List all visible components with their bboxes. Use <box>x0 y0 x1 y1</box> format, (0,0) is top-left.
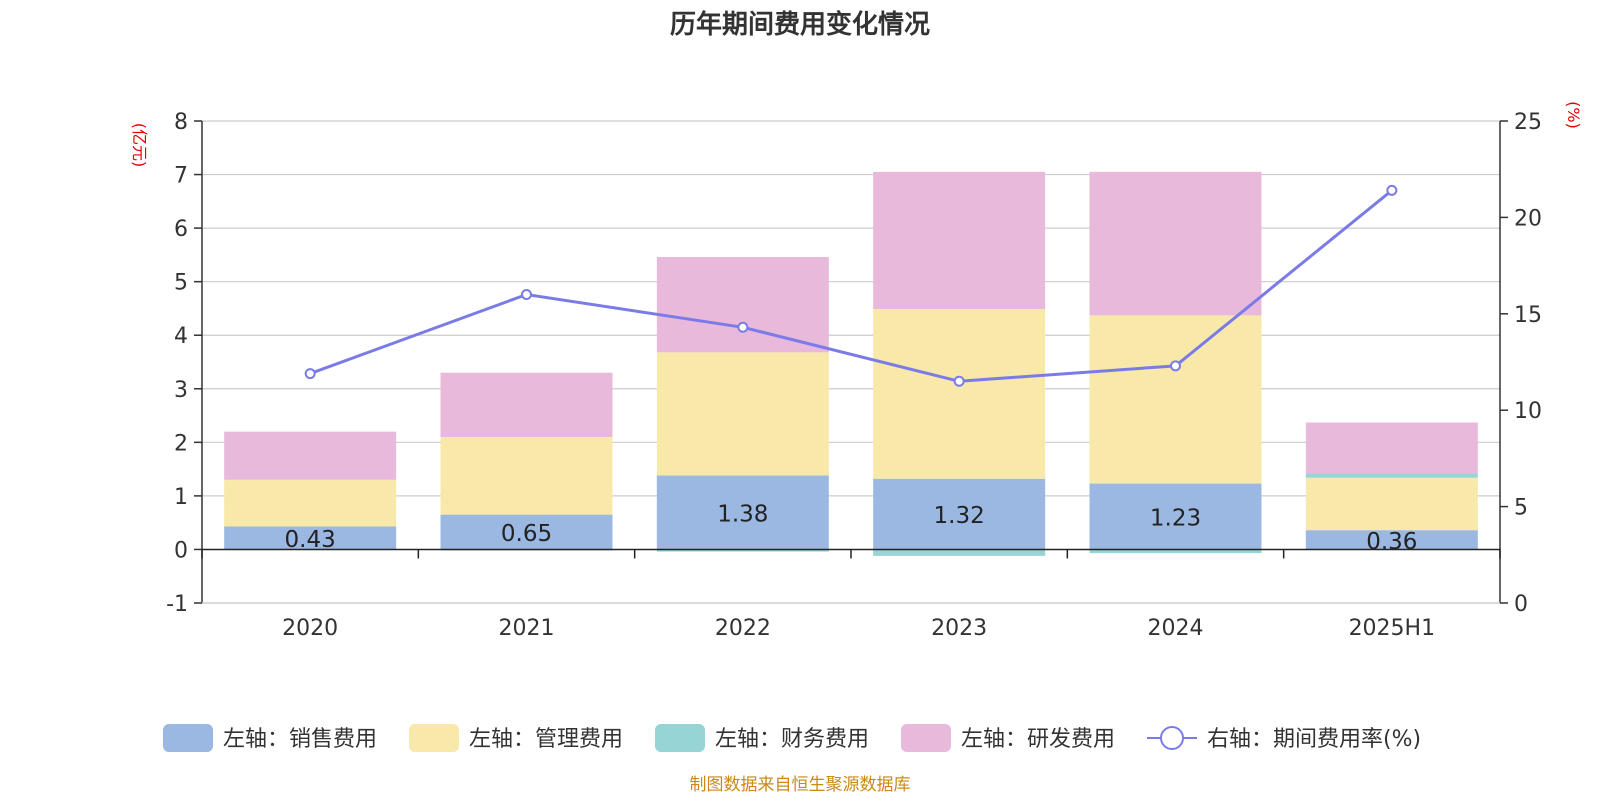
rate-line-path <box>309 189 1393 383</box>
legend-swatch <box>163 724 213 752</box>
left-tick-label: -1 <box>166 592 188 617</box>
bar-segment <box>1089 483 1262 550</box>
bar-segment <box>656 475 829 550</box>
bar-segment <box>1089 171 1262 316</box>
left-tick-label: 4 <box>174 324 188 349</box>
bar-segment <box>1305 473 1478 478</box>
left-tick-label: 3 <box>174 378 188 403</box>
bar-segment <box>656 549 829 552</box>
left-tick-label: 0 <box>174 538 188 563</box>
rate-line <box>304 184 1398 387</box>
rate-point <box>1386 184 1398 196</box>
left-tick-label: 6 <box>174 217 188 242</box>
legend: 左轴：销售费用 左轴：管理费用 左轴：财务费用 左轴：研发费用 右轴：期间费用率(%) <box>163 724 1421 752</box>
bar-segment <box>224 431 397 480</box>
bar-segment <box>873 549 1046 556</box>
x-tick-label: 2020 <box>282 616 338 641</box>
right-axis-unit: (%) <box>1564 101 1583 129</box>
data-labels: 0.43 0.65 1.38 1.32 1.23 0.36 <box>285 501 1418 554</box>
legend-line-marker <box>1160 726 1184 750</box>
bar-data-label: 1.38 <box>717 501 768 527</box>
legend-label: 左轴：管理费用 <box>469 727 623 752</box>
bar-segment <box>873 478 1046 550</box>
bar-segment <box>656 352 829 476</box>
bar-data-label: 0.65 <box>501 521 552 547</box>
left-tick-label: 1 <box>174 485 188 510</box>
bar-segment <box>873 308 1046 479</box>
bar-segment <box>1089 549 1262 554</box>
x-tick-label: 2024 <box>1148 616 1204 641</box>
bar-segment <box>1089 315 1262 484</box>
rate-point <box>1170 360 1181 372</box>
legend-label: 左轴：销售费用 <box>223 727 377 752</box>
rate-point <box>737 321 749 333</box>
rate-point <box>521 289 532 301</box>
bar-segment <box>440 372 613 437</box>
bar-data-label: 1.32 <box>934 503 985 529</box>
legend-label: 左轴：研发费用 <box>961 727 1115 752</box>
left-tick-label: 7 <box>174 164 188 189</box>
source-note: 制图数据来自恒生聚源数据库 <box>690 775 911 795</box>
bar-segment <box>440 436 613 515</box>
right-tick-label: 10 <box>1514 399 1542 424</box>
rate-point <box>304 368 316 380</box>
legend-label: 右轴：期间费用率(%) <box>1207 727 1421 752</box>
x-tick-label: 2025H1 <box>1349 616 1436 641</box>
x-tick-label: 2022 <box>715 616 771 641</box>
bars <box>224 171 1478 556</box>
axes: -1 0 1 2 3 4 5 6 7 8 0 5 10 15 20 25 2020 2021 2022 2023 202… <box>166 110 1542 641</box>
legend-swatch <box>901 724 951 752</box>
bar-segment <box>1305 477 1478 531</box>
bar-segment <box>656 257 829 353</box>
right-tick-label: 20 <box>1514 206 1542 231</box>
bar-segment <box>224 479 397 527</box>
right-tick-label: 25 <box>1514 110 1542 135</box>
left-tick-label: 2 <box>174 431 188 456</box>
bar-data-label: 0.36 <box>1366 529 1417 555</box>
left-tick-label: 8 <box>174 110 188 135</box>
bar-segment <box>873 171 1046 309</box>
right-tick-label: 0 <box>1514 592 1528 617</box>
left-tick-label: 5 <box>174 271 188 296</box>
bar-segment <box>440 514 613 550</box>
bar-segment <box>224 526 397 550</box>
legend-label: 左轴：财务费用 <box>715 727 869 752</box>
bar-data-label: 0.43 <box>285 527 336 553</box>
bar-data-label: 1.23 <box>1150 506 1201 532</box>
x-tick-label: 2023 <box>931 616 987 641</box>
rate-point <box>953 375 965 387</box>
left-axis-unit: (亿元) <box>130 123 149 168</box>
bar-segment <box>1305 530 1478 550</box>
legend-swatch <box>655 724 705 752</box>
right-tick-label: 15 <box>1514 303 1542 328</box>
x-tick-label: 2021 <box>499 616 555 641</box>
bar-segment <box>1305 422 1478 474</box>
chart-title: 历年期间费用变化情况 <box>670 9 930 40</box>
right-tick-label: 5 <box>1514 496 1528 521</box>
grid-lines <box>202 120 1500 604</box>
legend-swatch <box>409 724 459 752</box>
